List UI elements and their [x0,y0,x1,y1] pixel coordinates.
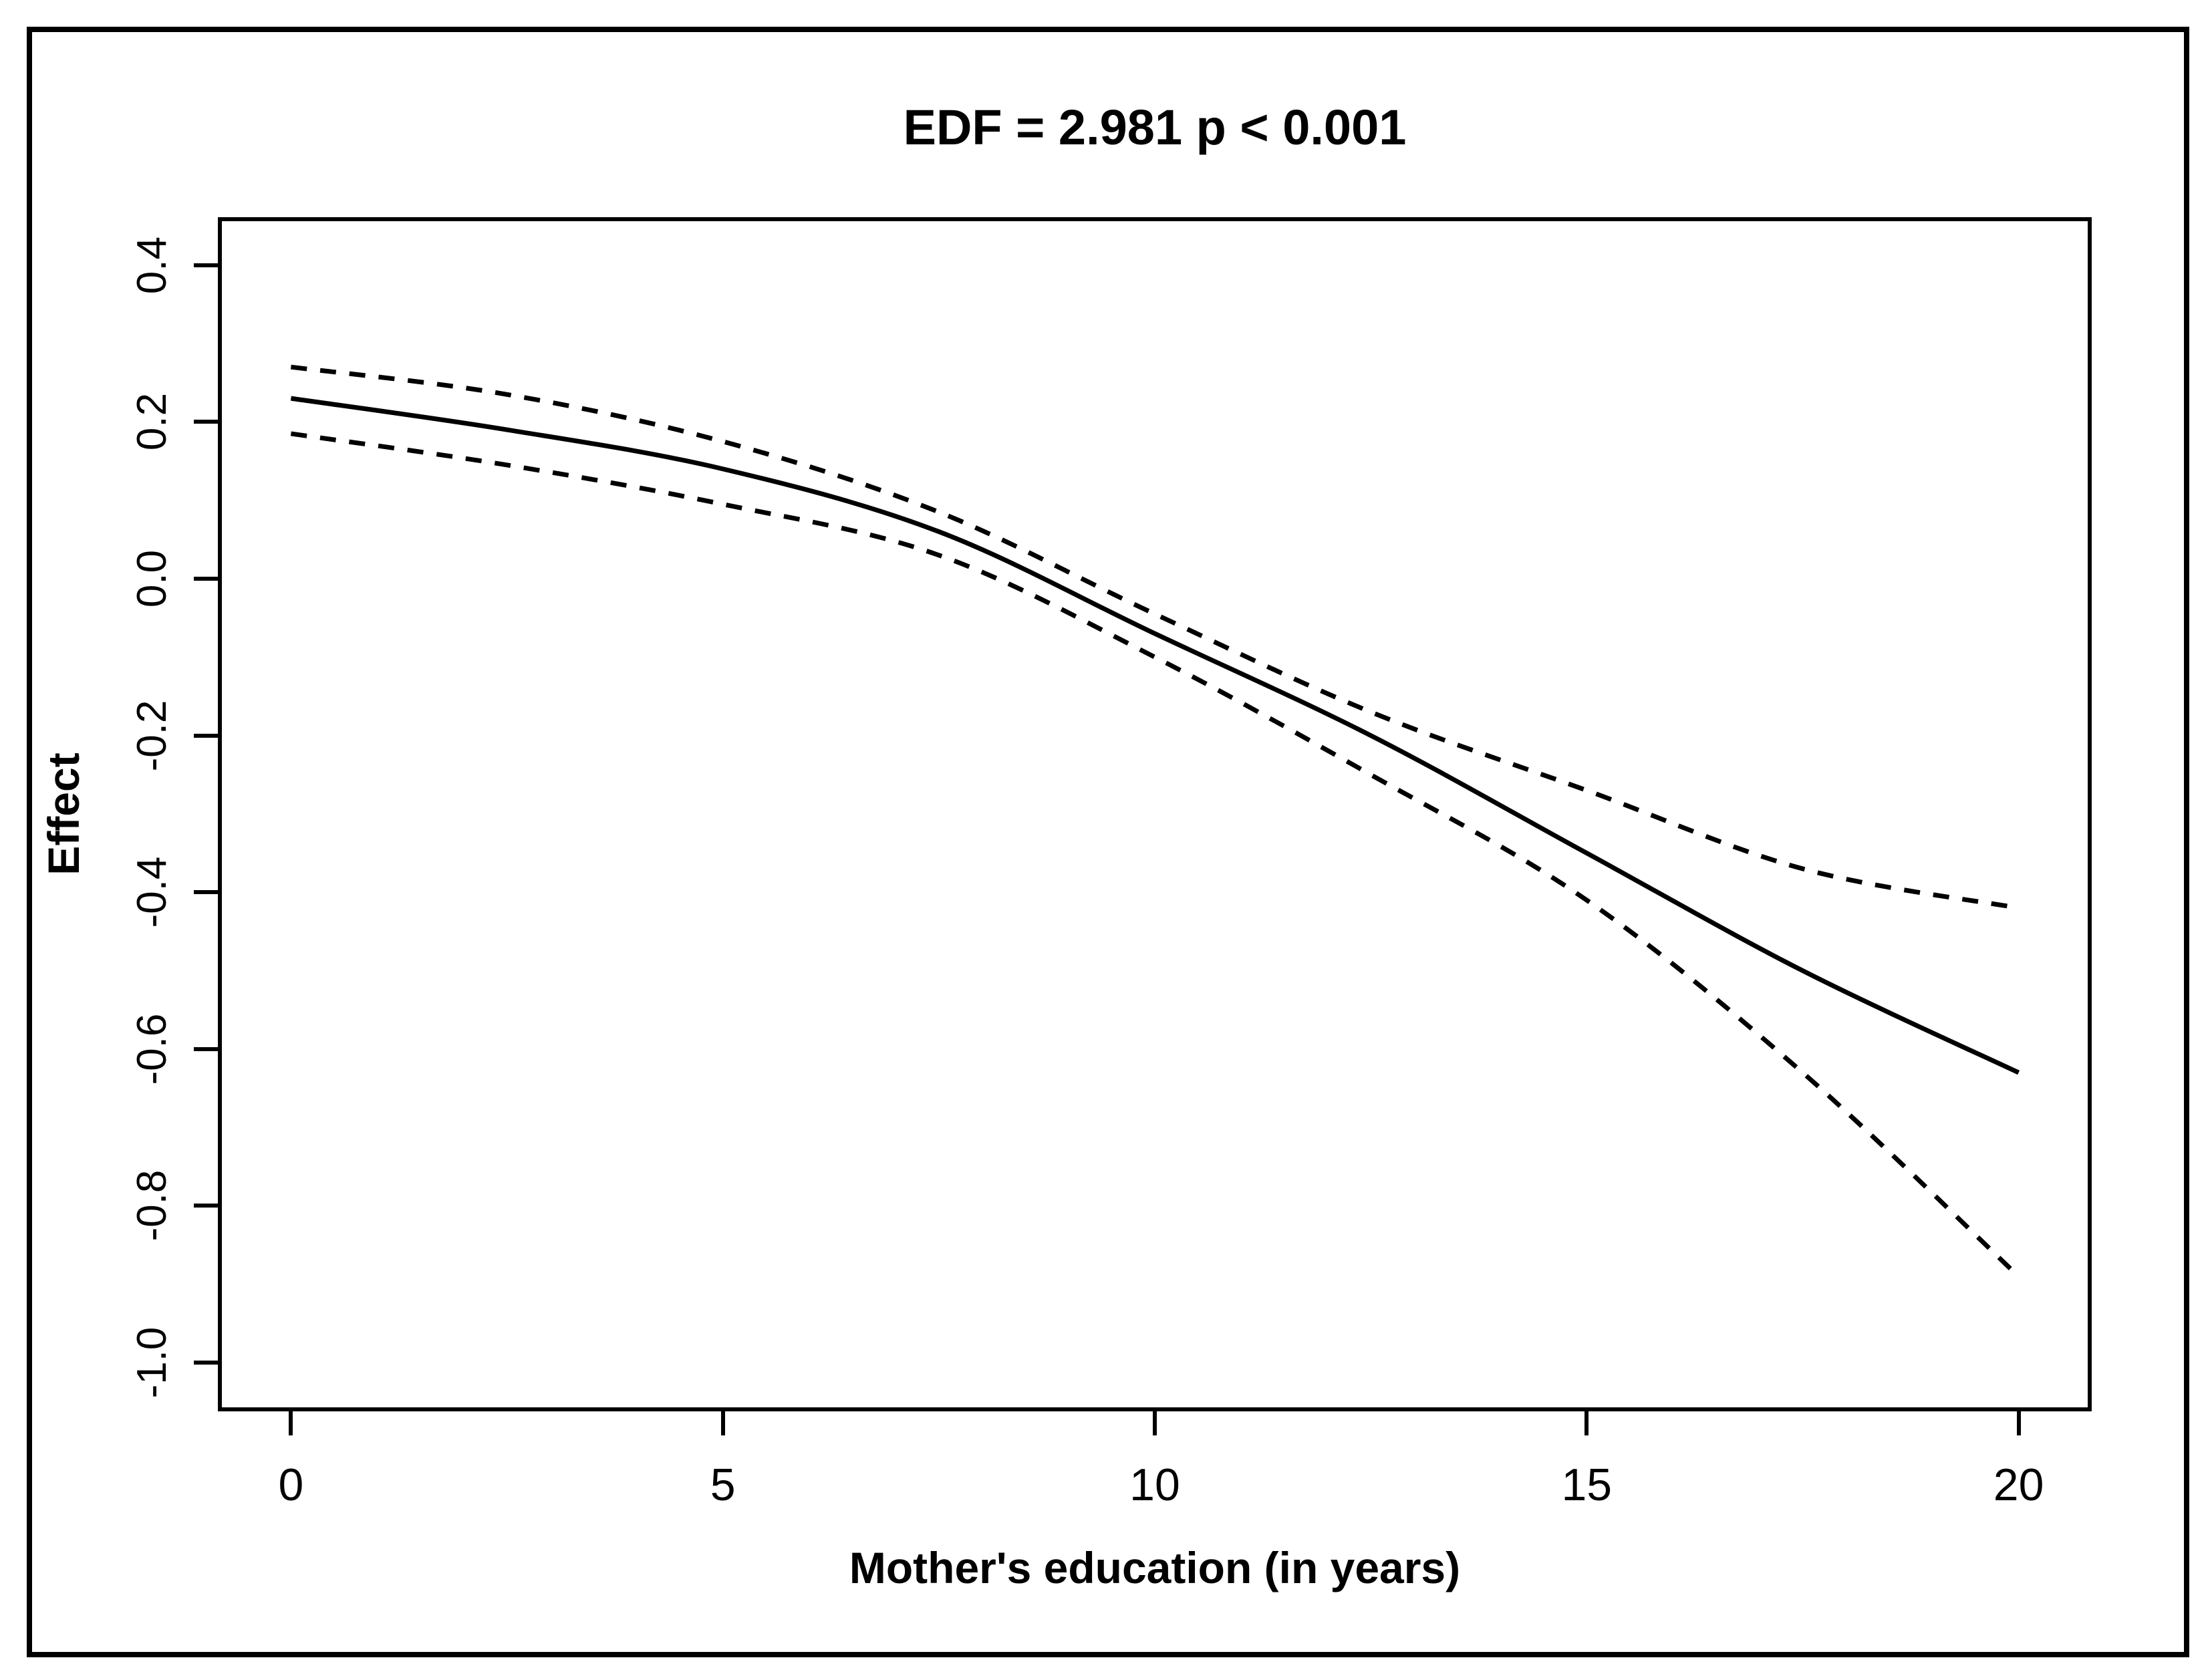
y-tick-label: 0.0 [129,549,175,608]
y-tick-label: 0.2 [129,393,175,451]
y-axis-label: Effect [39,752,88,875]
x-tick-label: 20 [1993,1459,2044,1510]
y-tick-label: -0.8 [129,1170,175,1242]
y-tick-mark [194,1046,218,1051]
y-tick-label: -0.6 [129,1013,175,1085]
y-tick-mark [194,890,218,895]
y-tick-label: -0.4 [129,856,175,928]
x-tick-mark [289,1411,293,1435]
chart-title: EDF = 2.981 p < 0.001 [903,100,1407,155]
smooth-estimate-line [290,396,2020,1075]
lower-confidence-band-line [290,431,2020,1278]
y-tick-mark [194,263,218,267]
y-tick-label: 0.4 [129,236,175,294]
x-tick-mark [2016,1411,2021,1435]
y-tick-label: -1.0 [129,1326,175,1399]
plot-area [218,217,2092,1411]
figure-border [27,27,2189,1657]
chart-canvas [290,364,2020,1278]
upper-confidence-band-line [290,364,2020,911]
x-tick-mark [1153,1411,1157,1435]
y-tick-mark [194,1204,218,1208]
y-tick-mark [194,1361,218,1365]
y-tick-mark [194,576,218,581]
x-tick-mark [720,1411,725,1435]
x-tick-label: 10 [1129,1459,1180,1510]
y-tick-mark [194,733,218,738]
y-tick-mark [194,420,218,424]
y-tick-label: -0.2 [129,700,175,772]
x-tick-mark [1584,1411,1589,1435]
x-tick-label: 0 [278,1459,304,1510]
x-axis-label: Mother's education (in years) [849,1543,1461,1592]
x-tick-label: 15 [1561,1459,1613,1510]
x-tick-label: 5 [710,1459,736,1510]
